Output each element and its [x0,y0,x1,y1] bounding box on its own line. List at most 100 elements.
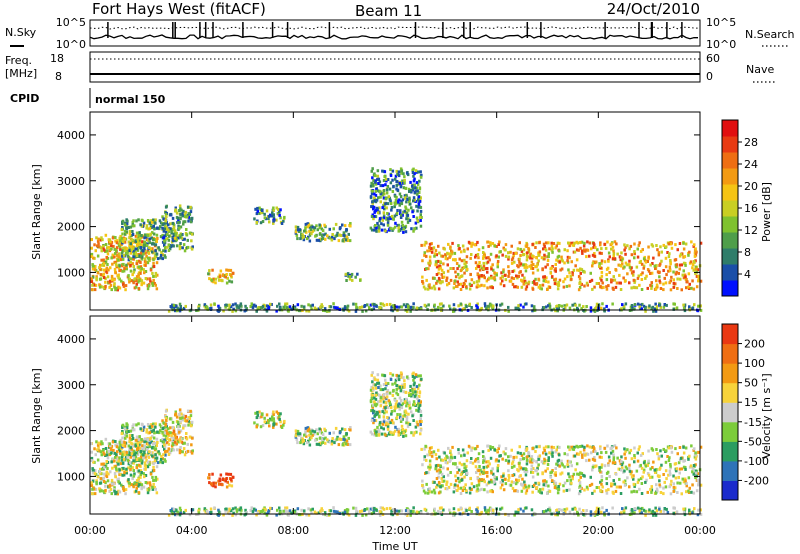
heatmap-cell [546,263,549,267]
heatmap-cell [469,460,472,464]
heatmap-cell [382,211,386,215]
heatmap-cell [476,283,479,287]
heatmap-cell [501,457,504,461]
heatmap-cell [535,282,539,286]
heatmap-cell [219,269,223,273]
heatmap-cell [562,484,565,488]
heatmap-cell [145,254,148,258]
heatmap-cell [158,423,162,427]
heatmap-cell [699,241,703,245]
heatmap-cell [699,304,702,308]
heatmap-cell [132,265,135,268]
heatmap-cell [403,382,406,386]
heatmap-cell [96,475,100,479]
heatmap-cell [398,198,401,202]
heatmap-cell [530,264,533,267]
heatmap-cell [489,285,492,289]
heatmap-cell [434,249,438,253]
heatmap-cell [456,284,459,288]
heatmap-cell [420,216,423,219]
heatmap-cell [419,400,422,404]
heatmap-cell [256,413,259,417]
heatmap-cell [475,484,479,488]
heatmap-cell [405,200,408,204]
heatmap-cell [453,251,457,255]
heatmap-cell [374,224,377,227]
heatmap-cell [137,234,141,238]
heatmap-cell [511,282,515,286]
heatmap-cell [656,248,659,252]
heatmap-cell [145,244,149,247]
heatmap-cell [182,220,185,224]
heatmap-cell [590,482,594,486]
heatmap-cell [140,248,143,252]
heatmap-cell [212,481,215,485]
beam-title: Beam 11 [355,2,422,20]
heatmap-cell [405,193,408,197]
heatmap-cell [107,449,111,453]
heatmap-cell [577,452,580,456]
heatmap-cell [514,482,518,486]
heatmap-cell [235,304,239,308]
heatmap-cell [583,488,586,492]
heatmap-cell [531,471,535,474]
heatmap-cell [132,279,135,283]
heatmap-cell [99,273,103,277]
heatmap-cell [336,231,339,235]
heatmap-cell [515,478,518,482]
heatmap-cell [374,397,378,401]
heatmap-cell [632,477,635,481]
heatmap-cell [139,246,143,249]
heatmap-cell [623,248,626,252]
heatmap-cell [279,420,282,424]
heatmap-cell [571,447,574,451]
heatmap-cell [154,475,158,479]
heatmap-cell [418,395,421,398]
heatmap-cell [317,238,321,242]
heatmap-cell [510,448,513,452]
heatmap-cell [647,473,651,477]
heatmap-cell [178,234,181,237]
heatmap-cell [552,242,556,245]
heatmap-cell [96,443,100,447]
heatmap-cell [113,471,117,475]
heatmap-cell [344,442,348,446]
heatmap-cell [382,203,385,207]
heatmap-cell [421,463,424,467]
heatmap-cell [90,484,94,487]
heatmap-cell [460,259,464,263]
heatmap-cell [313,306,317,310]
heatmap-cell [563,304,566,308]
heatmap-cell [142,425,146,429]
heatmap-cell [116,450,119,454]
heatmap-cell [372,411,375,415]
heatmap-cell [121,458,124,462]
heatmap-cell [691,470,694,474]
heatmap-cell [386,416,389,419]
heatmap-cell [668,269,672,273]
heatmap-cell [690,490,693,494]
heatmap-cell [531,309,534,313]
heatmap-cell [392,304,395,308]
heatmap-cell [384,229,387,233]
heatmap-cell [123,229,127,233]
heatmap-cell [694,272,697,276]
heatmap-cell [530,464,534,468]
heatmap-cell [351,278,354,282]
heatmap-cell [118,252,121,256]
heatmap-cell [613,257,617,261]
heatmap-cell [404,411,408,415]
heatmap-cell [374,189,378,193]
heatmap-cell [151,475,154,479]
heatmap-cell [468,302,471,306]
heatmap-cell [103,286,107,290]
heatmap-cell [416,396,419,400]
heatmap-cell [130,452,134,456]
heatmap-cell [579,450,582,454]
heatmap-cell [408,404,411,407]
heatmap-cell [398,181,402,185]
heatmap-cell [311,303,314,307]
heatmap-cell [256,410,259,414]
heatmap-cell [489,489,492,493]
heatmap-cell [455,466,459,469]
